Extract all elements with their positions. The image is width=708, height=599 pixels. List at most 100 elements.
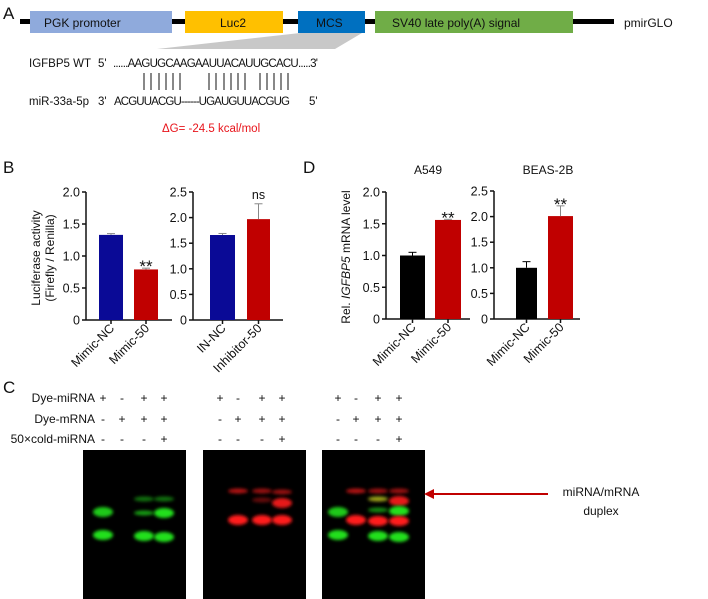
duplex-arrow bbox=[424, 489, 548, 499]
condition-symbol: + bbox=[160, 391, 167, 405]
gel-band bbox=[272, 489, 292, 495]
significance-label: ** bbox=[139, 257, 153, 276]
gel-band bbox=[368, 496, 388, 502]
condition-symbol: + bbox=[395, 391, 402, 405]
gel-band bbox=[154, 496, 174, 502]
y-tick-label: 0 bbox=[73, 314, 80, 328]
gel-band bbox=[389, 532, 409, 542]
panel-b-ylabel-1: Luciferase activity bbox=[29, 210, 43, 305]
gel-band bbox=[389, 516, 409, 526]
condition-symbol: + bbox=[334, 391, 341, 405]
condition-symbol: + bbox=[278, 412, 285, 426]
bar-Inhibitor-50 bbox=[247, 219, 270, 320]
duplex-label-2: duplex bbox=[583, 504, 618, 518]
condition-symbol: + bbox=[395, 412, 402, 426]
gel-2 bbox=[203, 450, 306, 599]
y-tick-label: 1.5 bbox=[363, 217, 380, 231]
y-tick-label: 0 bbox=[373, 313, 380, 327]
gel-background bbox=[203, 450, 306, 599]
bar-chart-4: BEAS-2B00.51.01.52.02.5Mimic-NCMimic-50*… bbox=[471, 163, 580, 369]
bar-Mimic-50 bbox=[435, 219, 461, 319]
element-mcs: MCS bbox=[298, 11, 365, 33]
gel-band bbox=[368, 507, 388, 513]
gel-band bbox=[272, 498, 292, 508]
y-tick-label: 0.5 bbox=[363, 281, 380, 295]
y-tick-label: 1.0 bbox=[63, 250, 80, 264]
x-tick-label: Mimic-NC bbox=[68, 321, 117, 370]
condition-symbol: - bbox=[336, 432, 340, 446]
condition-symbol: + bbox=[374, 391, 381, 405]
duplex-label-1: miRNA/mRNA bbox=[563, 485, 640, 499]
gel-band bbox=[228, 515, 248, 525]
gel-band bbox=[368, 516, 388, 526]
mir-label: miR-33a-5p bbox=[29, 96, 89, 108]
condition-symbol: - bbox=[354, 391, 358, 405]
wt-5prime: 5' bbox=[98, 58, 107, 70]
gel-band bbox=[346, 488, 366, 494]
gel-band bbox=[252, 515, 272, 525]
gel-band bbox=[389, 506, 409, 516]
condition-symbol: + bbox=[216, 391, 223, 405]
condition-symbol: - bbox=[120, 432, 124, 446]
condition-symbol: - bbox=[260, 432, 264, 446]
gel-band bbox=[328, 507, 348, 517]
condition-symbol: - bbox=[336, 412, 340, 426]
svg-text:PGK promoter: PGK promoter bbox=[44, 16, 121, 30]
x-tick-label: IN-NC bbox=[194, 321, 228, 355]
gel-band bbox=[134, 496, 154, 502]
condition-symbol: + bbox=[278, 391, 285, 405]
condition-symbol: + bbox=[258, 391, 265, 405]
condition-symbol: + bbox=[395, 432, 402, 446]
mir-5prime: 5' bbox=[309, 96, 318, 108]
row-label: Dye-mRNA bbox=[34, 412, 95, 426]
condition-symbol: + bbox=[352, 412, 359, 426]
bar-IN-NC bbox=[210, 235, 235, 320]
gel-band bbox=[134, 510, 154, 516]
row-label: 50×cold-miRNA bbox=[11, 432, 95, 446]
condition-symbol: + bbox=[374, 412, 381, 426]
panel-d-letter: D bbox=[303, 158, 315, 177]
base-pairing-lines bbox=[143, 73, 289, 90]
y-tick-label: 2.5 bbox=[471, 185, 488, 199]
condition-table: Dye-miRNA + - + + + - + + + - + +Dye-mRNA - + + + - + + + - + +… bbox=[11, 391, 403, 446]
panel-a-letter: A bbox=[3, 4, 15, 23]
panel-c-letter: C bbox=[3, 378, 15, 397]
gel-band bbox=[272, 515, 292, 525]
y-tick-label: 0.5 bbox=[471, 287, 488, 301]
y-tick-label: 1.5 bbox=[471, 236, 488, 250]
y-tick-label: 0 bbox=[481, 313, 488, 327]
panel-d-ylabel: Rel. IGFBP5 mRNA level bbox=[339, 190, 353, 323]
mir-sequence: ACGUUACGU------UGAUGUUACGUG bbox=[114, 96, 290, 108]
wt-sequence: ......AAGUGCAAGAAUUACAUUGCACU.....3' bbox=[113, 58, 318, 70]
condition-symbol: - bbox=[142, 432, 146, 446]
y-tick-label: 1.5 bbox=[63, 218, 80, 232]
gels bbox=[83, 450, 425, 599]
bar-charts: 00.51.01.52.0Mimic-NCMimic-50**00.51.01.… bbox=[63, 163, 580, 375]
gel-band bbox=[134, 531, 154, 541]
condition-symbol: - bbox=[101, 432, 105, 446]
y-tick-label: 2.0 bbox=[63, 186, 80, 200]
bar-Mimic-NC bbox=[99, 234, 123, 320]
condition-symbol: - bbox=[236, 432, 240, 446]
mcs-zoom-wedge bbox=[157, 33, 362, 49]
gel-background bbox=[83, 450, 186, 599]
gel-band bbox=[368, 531, 388, 541]
chart-title: A549 bbox=[414, 163, 442, 177]
gel-band bbox=[346, 515, 366, 525]
condition-symbol: + bbox=[160, 412, 167, 426]
gel-band bbox=[252, 488, 272, 494]
delta-g: ΔG= -24.5 kcal/mol bbox=[162, 123, 260, 135]
bar-Mimic-NC bbox=[400, 255, 425, 319]
y-tick-label: 1.0 bbox=[471, 261, 488, 275]
condition-symbol: + bbox=[234, 412, 241, 426]
gel-band bbox=[93, 507, 113, 517]
condition-symbol: + bbox=[140, 391, 147, 405]
svg-text:SV40 late poly(A) signal: SV40 late poly(A) signal bbox=[392, 16, 520, 30]
y-tick-label: 0.5 bbox=[63, 282, 80, 296]
gel-band bbox=[389, 496, 409, 506]
gel-band bbox=[252, 497, 272, 503]
